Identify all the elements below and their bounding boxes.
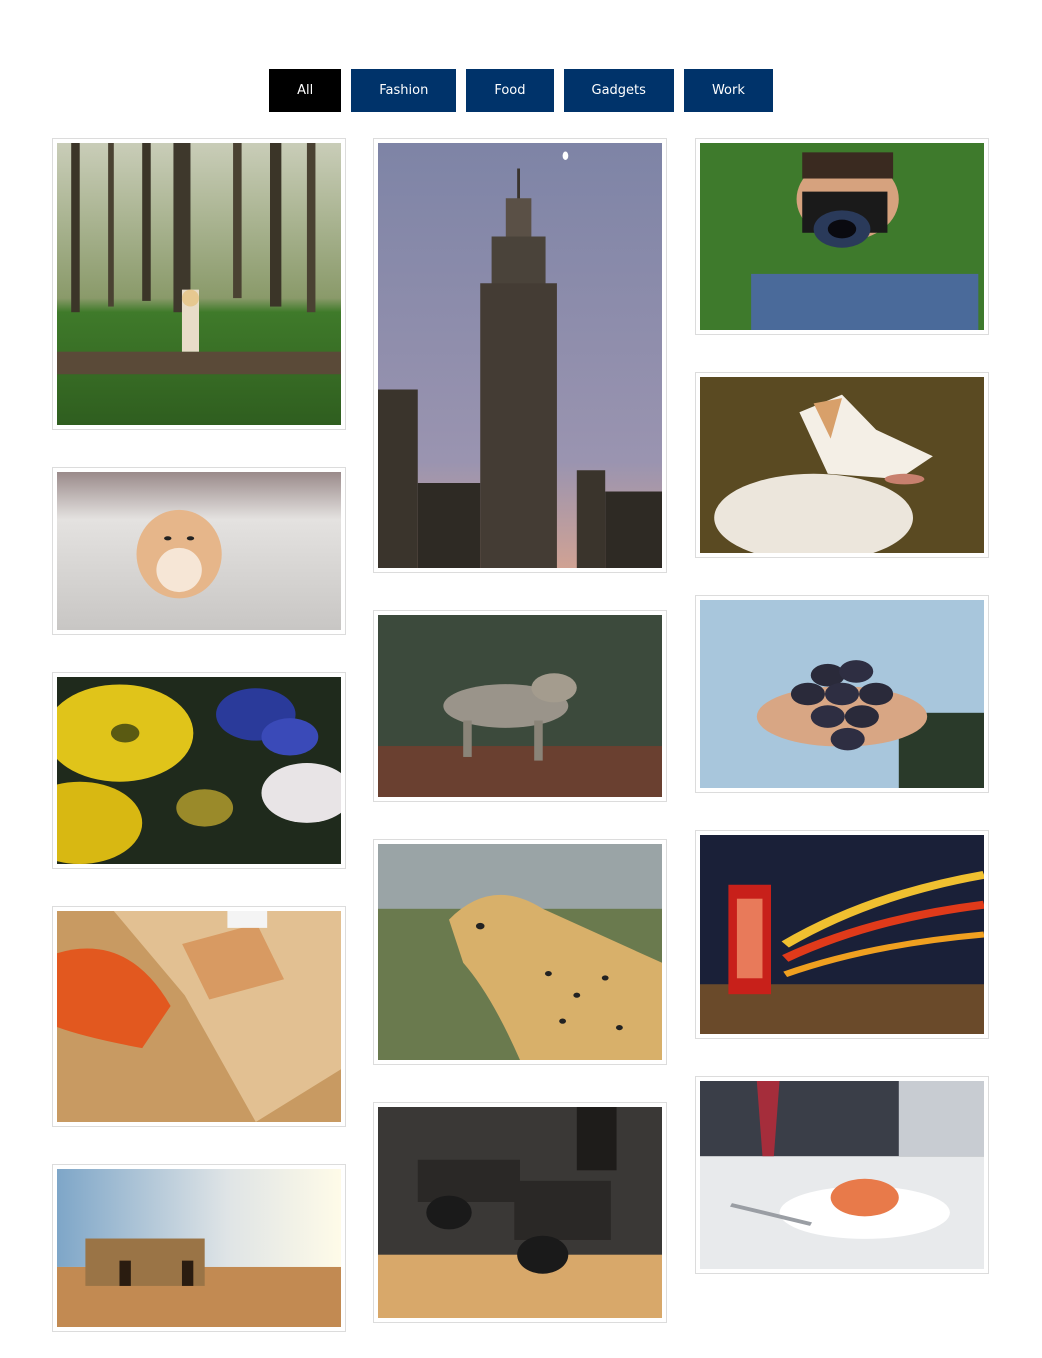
desk-photo xyxy=(57,911,341,1122)
phone-booth-photo xyxy=(700,835,984,1034)
flowers-photo xyxy=(57,677,341,864)
gallery-item-girl-forest[interactable] xyxy=(52,138,346,430)
gallery-item-cameras[interactable] xyxy=(373,1102,667,1323)
vintage-cameras-photo xyxy=(378,1107,662,1318)
gallery-item-dinner[interactable] xyxy=(695,1076,989,1274)
skyscraper-photo xyxy=(378,143,662,568)
gallery-item-photographer[interactable] xyxy=(695,138,989,335)
dinner-plate-photo xyxy=(700,1081,984,1269)
filter-work-button[interactable]: Work xyxy=(683,69,773,112)
filter-food-button[interactable]: Food xyxy=(466,69,554,112)
desert-hut-photo xyxy=(57,1169,341,1327)
hamster-photo xyxy=(57,472,341,630)
gallery-item-hamster[interactable] xyxy=(52,467,346,635)
gallery-item-desk[interactable] xyxy=(52,906,346,1127)
gallery-item-coyote[interactable] xyxy=(373,610,667,802)
gallery-item-skyscraper[interactable] xyxy=(373,138,667,573)
photographer-photo xyxy=(700,143,984,330)
gallery-item-hut-desert[interactable] xyxy=(52,1164,346,1332)
gallery-item-phone-booth[interactable] xyxy=(695,830,989,1039)
filter-bar: All Fashion Food Gadgets Work xyxy=(0,69,1042,112)
filter-gadgets-button[interactable]: Gadgets xyxy=(563,69,674,112)
white-dog-photo xyxy=(700,377,984,553)
cheetah-photo xyxy=(378,844,662,1060)
gallery-item-flowers[interactable] xyxy=(52,672,346,869)
grapes-photo xyxy=(700,600,984,788)
forest-girl-photo xyxy=(57,143,341,425)
coyote-photo xyxy=(378,615,662,797)
gallery-item-cheetah[interactable] xyxy=(373,839,667,1065)
gallery-item-dog[interactable] xyxy=(695,372,989,558)
gallery-item-grapes[interactable] xyxy=(695,595,989,793)
filter-fashion-button[interactable]: Fashion xyxy=(351,69,457,112)
filter-all-button[interactable]: All xyxy=(269,69,342,112)
